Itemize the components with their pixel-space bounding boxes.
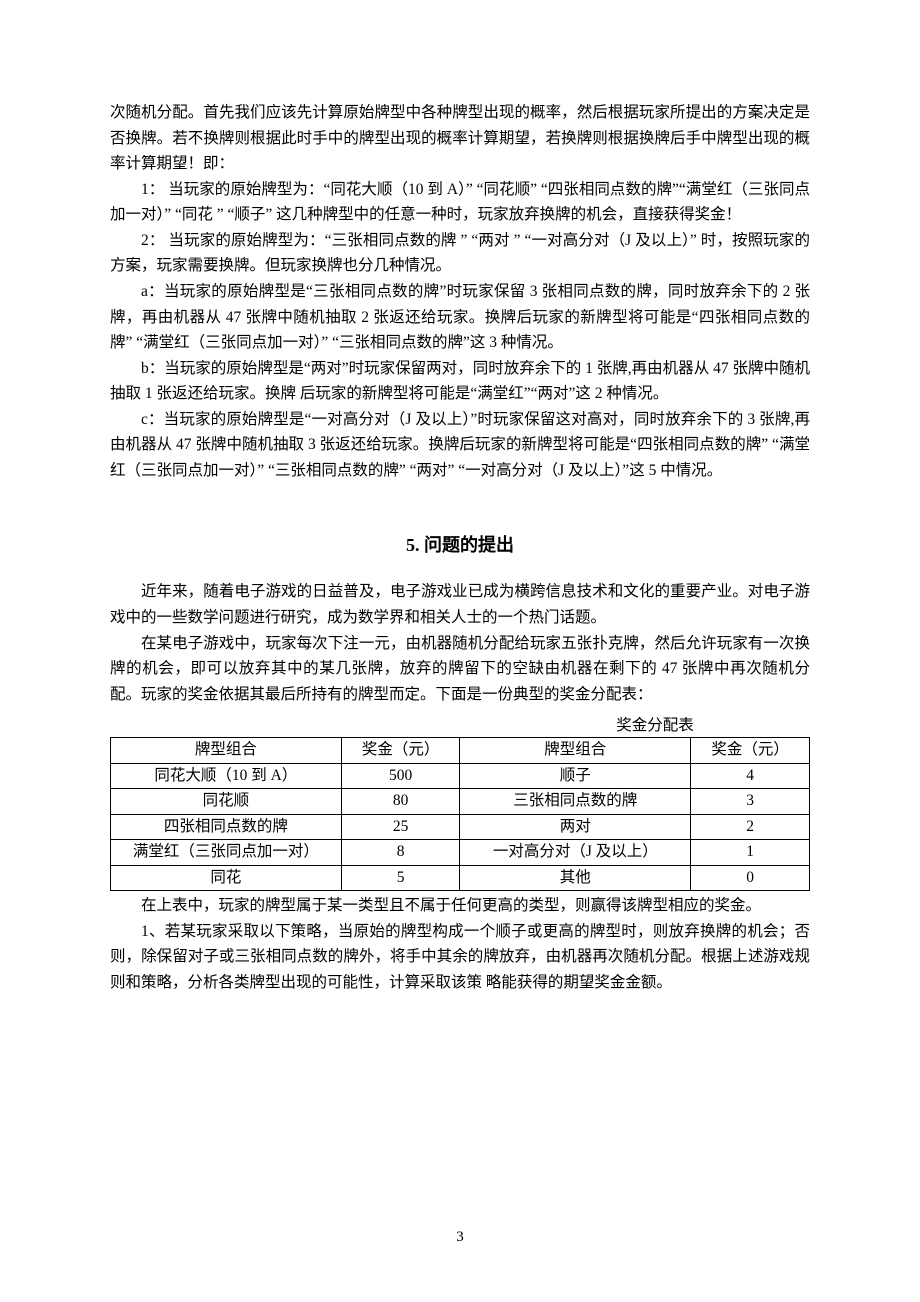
heading-text: 问题的提出 <box>424 535 514 555</box>
table-header: 牌型组合 <box>460 738 691 763</box>
body-paragraph: 次随机分配。首先我们应该先计算原始牌型中各种牌型出现的概率，然后根据玩家所提出的… <box>110 100 810 177</box>
table-cell: 2 <box>691 814 810 839</box>
table-cell: 80 <box>341 789 460 814</box>
body-paragraph: 近年来，随着电子游戏的日益普及，电子游戏业已成为横跨信息技术和文化的重要产业。对… <box>110 579 810 630</box>
heading-number: 5. <box>406 535 420 555</box>
table-cell: 25 <box>341 814 460 839</box>
table-cell: 顺子 <box>460 763 691 788</box>
body-paragraph: c：当玩家的原始牌型是“一对高分对（J 及以上）”时玩家保留这对高对，同时放弃余… <box>110 407 810 484</box>
body-paragraph: 在某电子游戏中，玩家每次下注一元，由机器随机分配给玩家五张扑克牌，然后允许玩家有… <box>110 631 810 708</box>
page-number: 3 <box>0 1229 920 1246</box>
body-paragraph: 在上表中，玩家的牌型属于某一类型且不属于任何更高的类型，则赢得该牌型相应的奖金。 <box>110 893 810 919</box>
table-cell: 500 <box>341 763 460 788</box>
body-paragraph: a：当玩家的原始牌型是“三张相同点数的牌”时玩家保留 3 张相同点数的牌，同时放… <box>110 279 810 356</box>
table-cell: 8 <box>341 840 460 865</box>
table-row: 同花大顺（10 到 A） 500 顺子 4 <box>111 763 810 788</box>
table-header: 奖金（元） <box>691 738 810 763</box>
body-paragraph: 1： 当玩家的原始牌型为：“同花大顺（10 到 A）” “同花顺” “四张相同点… <box>110 177 810 228</box>
body-paragraph: 2： 当玩家的原始牌型为：“三张相同点数的牌 ” “两对 ” “一对高分对（J … <box>110 228 810 279</box>
table-row: 同花顺 80 三张相同点数的牌 3 <box>111 789 810 814</box>
table-caption: 奖金分配表 <box>110 713 810 735</box>
table-cell: 同花顺 <box>111 789 342 814</box>
body-paragraph: 1、若某玩家采取以下策略，当原始的牌型构成一个顺子或更高的牌型时，则放弃换牌的机… <box>110 919 810 996</box>
table-cell: 0 <box>691 865 810 890</box>
table-cell: 同花 <box>111 865 342 890</box>
table-header: 奖金（元） <box>341 738 460 763</box>
section-heading: 5. 问题的提出 <box>110 531 810 557</box>
table-cell: 1 <box>691 840 810 865</box>
table-header-row: 牌型组合 奖金（元） 牌型组合 奖金（元） <box>111 738 810 763</box>
body-paragraph: b：当玩家的原始牌型是“两对”时玩家保留两对，同时放弃余下的 1 张牌,再由机器… <box>110 356 810 407</box>
table-cell: 其他 <box>460 865 691 890</box>
table-body: 同花大顺（10 到 A） 500 顺子 4 同花顺 80 三张相同点数的牌 3 … <box>111 763 810 890</box>
table-cell: 5 <box>341 865 460 890</box>
table-cell: 三张相同点数的牌 <box>460 789 691 814</box>
table-cell: 四张相同点数的牌 <box>111 814 342 839</box>
table-cell: 一对高分对（J 及以上） <box>460 840 691 865</box>
table-row: 同花 5 其他 0 <box>111 865 810 890</box>
table-cell: 两对 <box>460 814 691 839</box>
payout-table: 牌型组合 奖金（元） 牌型组合 奖金（元） 同花大顺（10 到 A） 500 顺… <box>110 737 810 891</box>
table-cell: 同花大顺（10 到 A） <box>111 763 342 788</box>
table-cell: 4 <box>691 763 810 788</box>
table-header: 牌型组合 <box>111 738 342 763</box>
table-row: 满堂红（三张同点加一对） 8 一对高分对（J 及以上） 1 <box>111 840 810 865</box>
table-cell: 3 <box>691 789 810 814</box>
document-page: 次随机分配。首先我们应该先计算原始牌型中各种牌型出现的概率，然后根据玩家所提出的… <box>0 0 920 1302</box>
table-cell: 满堂红（三张同点加一对） <box>111 840 342 865</box>
table-row: 四张相同点数的牌 25 两对 2 <box>111 814 810 839</box>
